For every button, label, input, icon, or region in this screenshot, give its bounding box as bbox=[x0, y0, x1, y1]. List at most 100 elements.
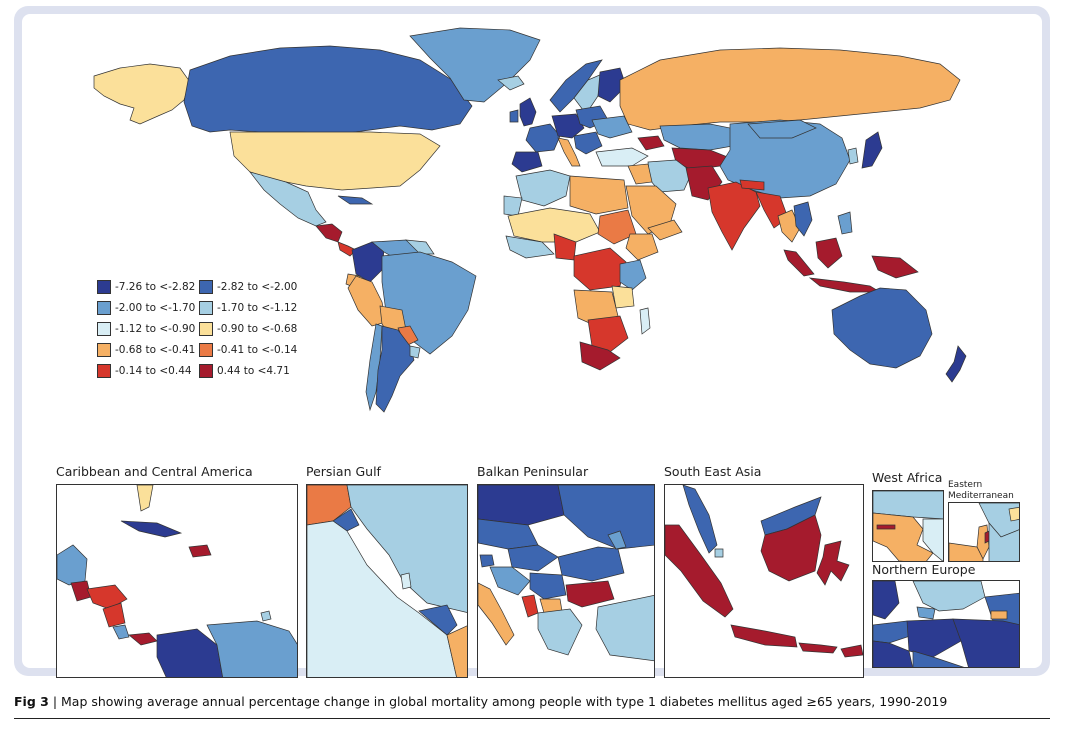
region-croatia-bosnia bbox=[489, 566, 531, 596]
region-sahel bbox=[507, 207, 601, 243]
inset-title-caribbean: Caribbean and Central America bbox=[56, 464, 253, 479]
region-france-north bbox=[873, 640, 913, 667]
inset-title-northern-europe: Northern Europe bbox=[872, 562, 976, 577]
region-mongolia bbox=[747, 119, 817, 139]
region-ireland bbox=[509, 109, 519, 123]
legend-label: 0.44 to <4.71 bbox=[217, 365, 290, 377]
inset-eastern-med bbox=[948, 502, 1020, 562]
region-kazakhstan bbox=[659, 123, 745, 151]
region-balkans bbox=[573, 131, 603, 155]
inset-balkan bbox=[477, 484, 655, 678]
legend-item: -0.14 to <0.44 bbox=[97, 364, 199, 378]
region-small-island bbox=[260, 610, 272, 622]
region-mexico bbox=[249, 171, 327, 227]
region-iraq bbox=[307, 485, 352, 526]
region-mauritania bbox=[873, 491, 943, 520]
legend-swatch bbox=[97, 343, 111, 357]
region-tanzania bbox=[611, 285, 635, 309]
region-norway-sweden bbox=[912, 581, 986, 612]
region-uk bbox=[519, 97, 537, 127]
region-central-america bbox=[315, 223, 343, 243]
legend-swatch bbox=[199, 343, 213, 357]
legend-item: -2.82 to <-2.00 bbox=[199, 280, 309, 294]
region-saudi-arabia bbox=[307, 520, 457, 677]
region-yemen-oman bbox=[647, 219, 683, 241]
region-sumatra bbox=[783, 249, 815, 277]
legend-swatch bbox=[97, 301, 111, 315]
region-west-africa-coast bbox=[505, 235, 555, 259]
region-mexico-yucatan bbox=[57, 544, 88, 586]
region-hungary bbox=[507, 544, 559, 572]
region-libya-egypt bbox=[569, 175, 629, 215]
legend-swatch bbox=[199, 322, 213, 336]
region-south-africa bbox=[579, 341, 621, 371]
region-kalimantan bbox=[760, 514, 822, 582]
inset-title-west-africa: West Africa bbox=[872, 470, 943, 485]
region-java-islands bbox=[808, 277, 882, 293]
legend-item: -7.26 to <-2.82 bbox=[97, 280, 199, 294]
region-peru bbox=[347, 275, 387, 327]
legend-label: -0.14 to <0.44 bbox=[115, 365, 192, 377]
inset-west-africa bbox=[872, 490, 944, 562]
legend-item: -0.68 to <-0.41 bbox=[97, 343, 199, 357]
legend-swatch bbox=[199, 301, 213, 315]
region-china bbox=[719, 119, 851, 199]
region-thailand bbox=[777, 209, 801, 243]
legend-item: -1.12 to <-0.90 bbox=[97, 322, 199, 336]
figure-number: Fig 3 bbox=[14, 694, 49, 709]
region-timor bbox=[840, 644, 863, 658]
region-greece bbox=[537, 608, 583, 656]
region-costa-rica bbox=[112, 624, 130, 640]
region-italy bbox=[557, 137, 581, 167]
region-jordan bbox=[988, 522, 1019, 561]
region-netherlands-belgium bbox=[873, 620, 914, 644]
region-germany bbox=[906, 618, 962, 658]
region-palestine bbox=[984, 530, 990, 544]
legend-label: -2.82 to <-2.00 bbox=[217, 281, 298, 293]
legend-label: -1.12 to <-0.90 bbox=[115, 323, 196, 335]
region-france bbox=[525, 123, 561, 153]
region-iceland bbox=[497, 75, 525, 91]
legend-label: -2.00 to <-1.70 bbox=[115, 302, 196, 314]
region-sumatra bbox=[665, 524, 734, 618]
region-norway bbox=[549, 59, 603, 113]
region-turkey bbox=[595, 147, 649, 167]
region-cuba bbox=[120, 520, 183, 538]
region-romania bbox=[557, 546, 625, 582]
region-egypt-edge bbox=[949, 542, 984, 561]
region-florida bbox=[136, 485, 154, 512]
region-ukraine bbox=[557, 485, 654, 550]
region-madagascar bbox=[639, 307, 651, 335]
region-southern-africa bbox=[587, 315, 629, 353]
legend-label: -0.68 to <-0.41 bbox=[115, 344, 196, 356]
region-uae bbox=[418, 604, 458, 636]
region-alaska bbox=[93, 63, 191, 125]
region-colombia bbox=[156, 628, 224, 677]
region-sudan bbox=[597, 209, 637, 245]
region-moldova bbox=[607, 530, 627, 550]
legend-item: -0.90 to <-0.68 bbox=[199, 322, 309, 336]
region-central-africa bbox=[573, 247, 627, 291]
region-new-guinea bbox=[871, 255, 919, 279]
inset-persian-gulf bbox=[306, 484, 468, 678]
region-iraq-syria bbox=[627, 163, 653, 185]
region-venezuela bbox=[206, 620, 297, 677]
legend-swatch bbox=[97, 280, 111, 294]
region-canada bbox=[183, 45, 473, 135]
region-argentina bbox=[375, 325, 415, 413]
region-philippines bbox=[837, 211, 853, 235]
legend-item: -1.70 to <-1.12 bbox=[199, 301, 309, 315]
region-mali bbox=[922, 518, 943, 561]
region-germany-central bbox=[551, 113, 585, 139]
region-oman bbox=[446, 625, 467, 677]
region-slovenia bbox=[479, 554, 495, 568]
figure-caption: Fig 3 | Map showing average annual perce… bbox=[14, 694, 1066, 709]
region-nepal-bhutan bbox=[739, 179, 765, 191]
region-cuba bbox=[337, 195, 374, 205]
caption-rule bbox=[14, 718, 1050, 719]
legend-item: -0.41 to <-0.14 bbox=[199, 343, 309, 357]
region-uruguay bbox=[409, 345, 421, 359]
region-korea bbox=[847, 147, 859, 165]
region-gambia bbox=[876, 524, 896, 530]
legend-label: -0.90 to <-0.68 bbox=[217, 323, 298, 335]
